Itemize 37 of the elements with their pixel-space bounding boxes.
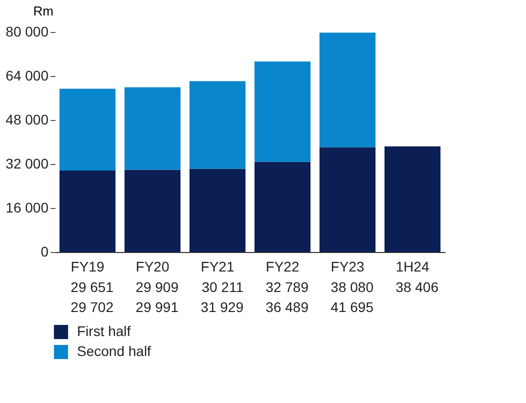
bar bbox=[320, 32, 376, 148]
data-label: 29 991 bbox=[136, 299, 179, 315]
bar bbox=[254, 61, 310, 162]
data-label: 41 695 bbox=[330, 299, 374, 315]
data-label: 36 489 bbox=[266, 299, 309, 315]
data-label: 29 651 bbox=[70, 279, 114, 295]
bar bbox=[254, 162, 310, 252]
y-tick-label: 0 bbox=[40, 244, 49, 260]
bar bbox=[384, 146, 440, 252]
bar bbox=[190, 81, 246, 169]
data-label: 38 406 bbox=[396, 279, 439, 295]
bar bbox=[124, 170, 180, 252]
y-axis-title: Rm bbox=[33, 4, 54, 18]
y-tick-label: 48 000 bbox=[6, 112, 49, 128]
legend-label: First half bbox=[77, 323, 131, 339]
y-tick-label: 80 000 bbox=[6, 24, 49, 40]
x-tick-label: FY21 bbox=[200, 258, 234, 274]
legend-label: Second half bbox=[77, 343, 152, 359]
bar bbox=[60, 88, 116, 170]
x-tick-label: FY20 bbox=[136, 258, 170, 274]
data-label: 31 929 bbox=[200, 299, 244, 315]
bar bbox=[190, 168, 246, 252]
bar bbox=[124, 87, 180, 170]
bar bbox=[60, 170, 116, 252]
bar bbox=[320, 147, 376, 252]
x-tick-label: 1H24 bbox=[396, 258, 430, 274]
data-label: 32 789 bbox=[266, 279, 309, 295]
data-label: 29 702 bbox=[70, 299, 114, 315]
y-tick-label: 32 000 bbox=[6, 156, 49, 172]
data-label: 30 211 bbox=[202, 279, 244, 295]
x-tick-label: FY22 bbox=[266, 258, 300, 274]
x-tick-label: FY19 bbox=[70, 258, 104, 274]
data-label: 38 080 bbox=[330, 279, 374, 295]
y-tick-label: 16 000 bbox=[6, 200, 49, 216]
x-tick-label: FY23 bbox=[330, 258, 364, 274]
data-label: 29 909 bbox=[136, 279, 179, 295]
y-tick-label: 64 000 bbox=[6, 68, 49, 84]
